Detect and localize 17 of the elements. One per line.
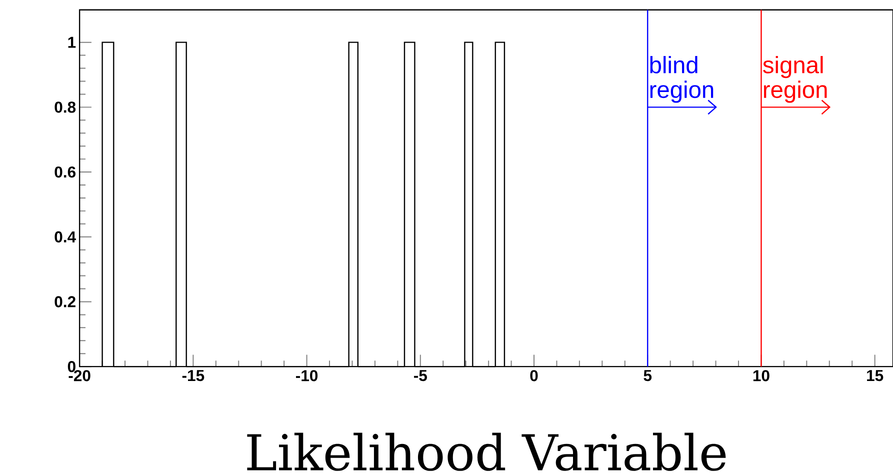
ref-line-label: blind region bbox=[650, 56, 714, 103]
x-tick-label: 5 bbox=[644, 370, 652, 382]
y-tick-label: 0 bbox=[68, 361, 76, 372]
y-tick-label: 0.6 bbox=[54, 166, 76, 178]
x-tick-label: 15 bbox=[867, 370, 884, 382]
x-tick-label: 10 bbox=[753, 370, 770, 382]
x-tick-label: -10 bbox=[296, 370, 318, 382]
x-tick-label: -20 bbox=[68, 370, 90, 382]
y-tick-label: 0.8 bbox=[54, 102, 76, 113]
ref-line-label: signal region bbox=[763, 56, 827, 103]
y-tick-label: 0.4 bbox=[54, 232, 76, 243]
y-tick-label: 0.2 bbox=[54, 296, 76, 308]
x-tick-label: -15 bbox=[182, 370, 204, 382]
y-tick-label: 1 bbox=[68, 37, 76, 48]
x-tick-label: 0 bbox=[530, 370, 538, 382]
x-axis-title: Likelihood Variable bbox=[247, 432, 726, 472]
x-tick-label: -5 bbox=[414, 370, 427, 382]
